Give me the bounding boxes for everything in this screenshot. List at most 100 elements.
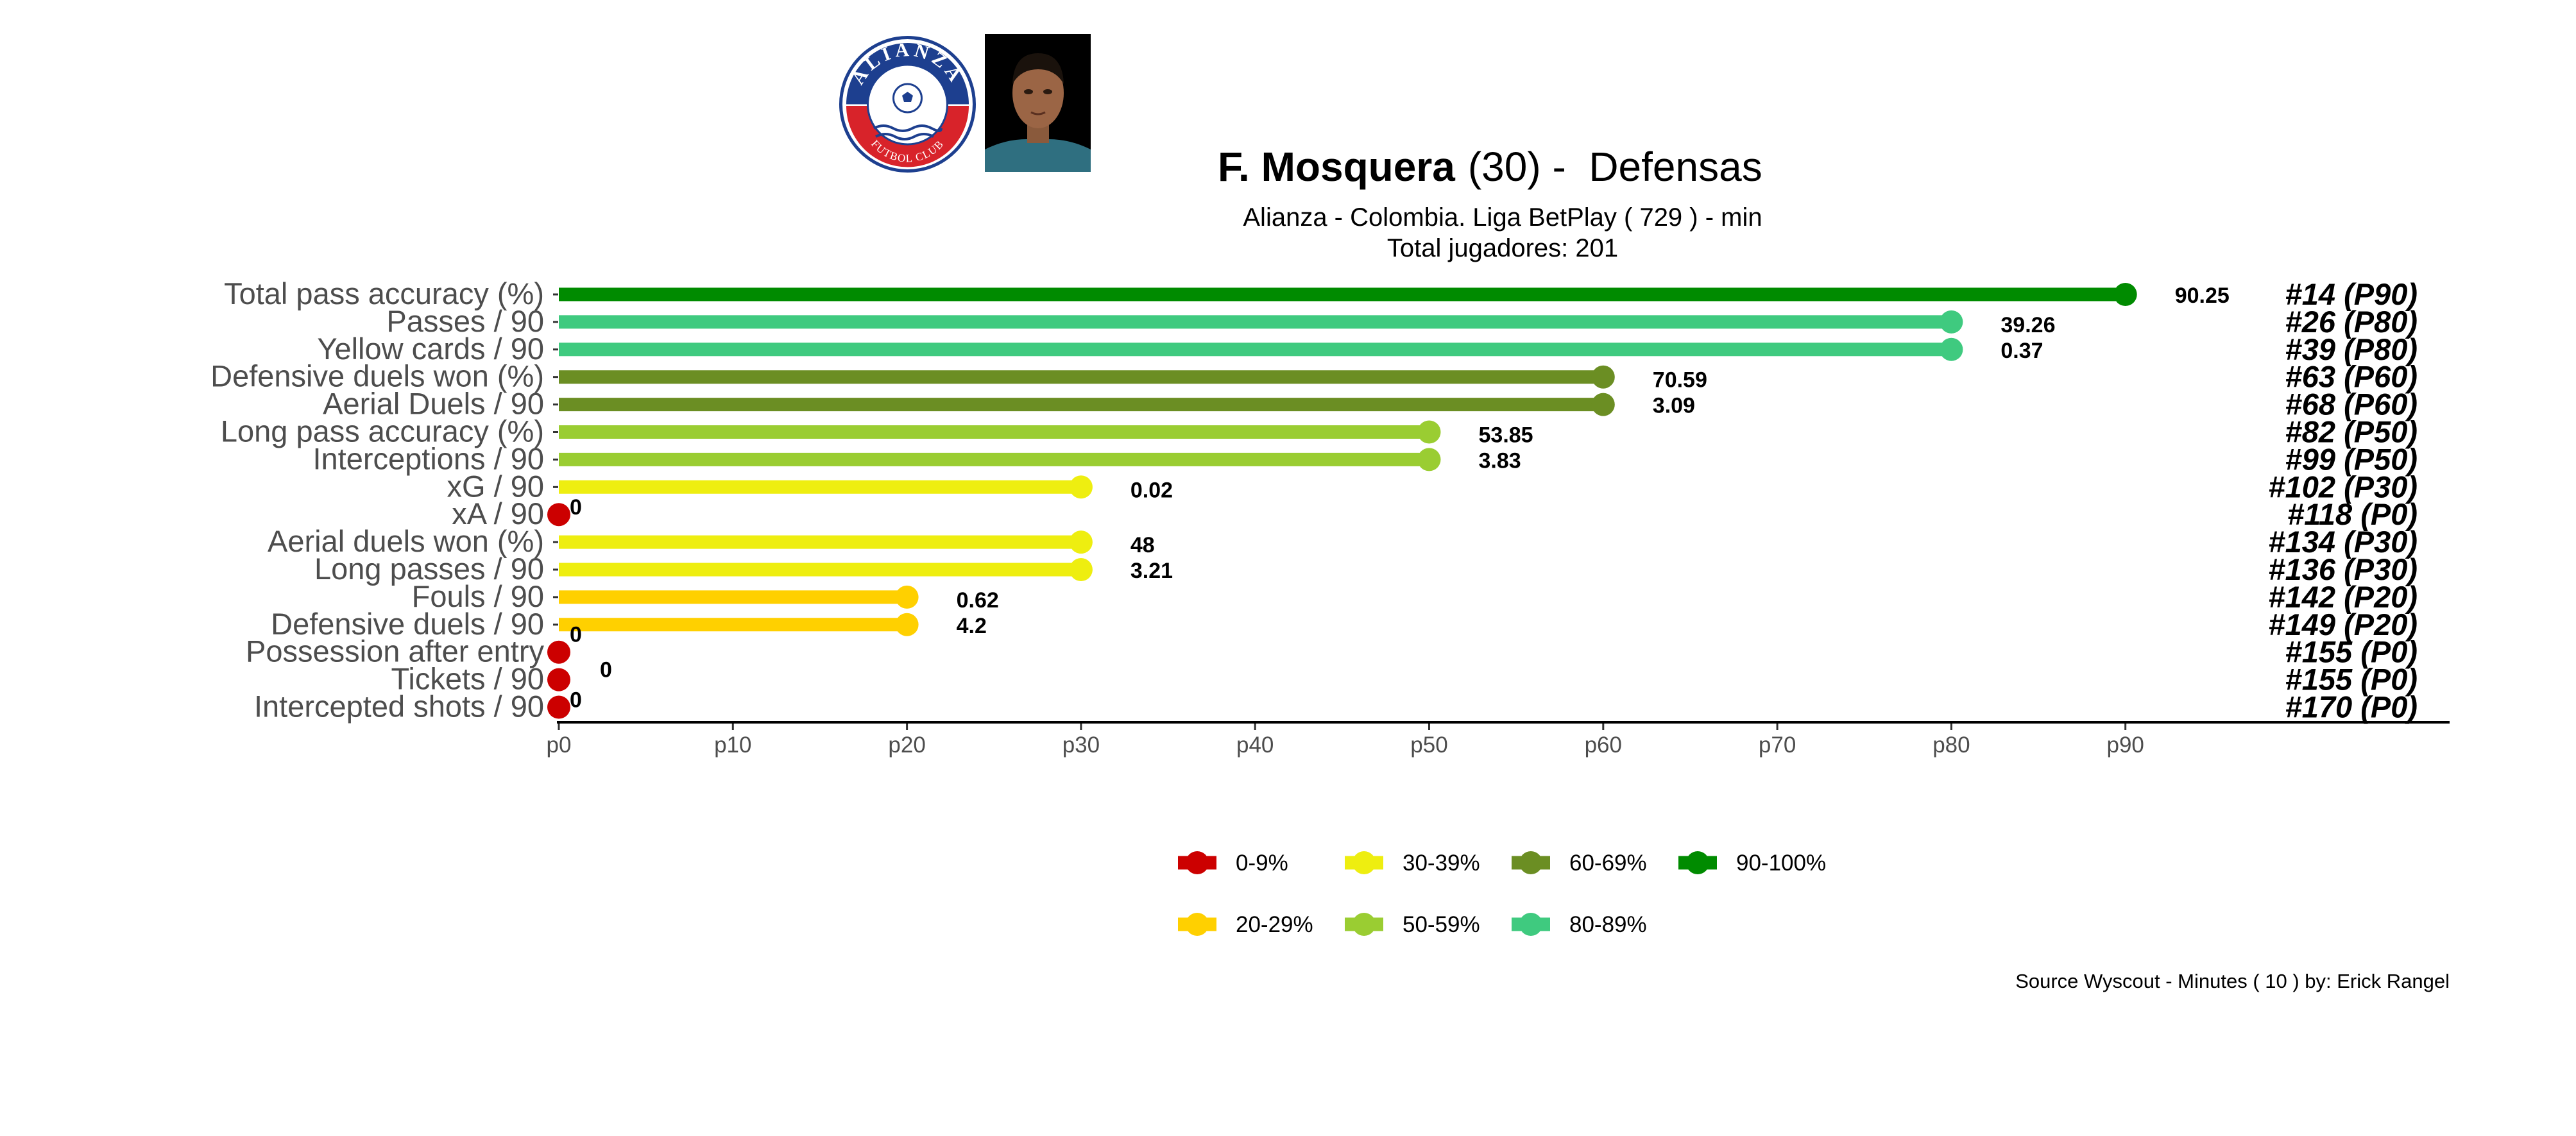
metric-label: Interceptions / 90 (312, 441, 544, 475)
lollipop-dot (547, 695, 570, 719)
lollipop-dot (1069, 475, 1093, 499)
metric-label: Intercepted shots / 90 (254, 690, 544, 724)
metric-label: Total pass accuracy (%) (224, 276, 544, 310)
x-tick-label: p60 (1585, 733, 1622, 758)
chart-title: F. Mosquera (30) - Defensas (1218, 144, 1762, 190)
value-label: 4.2 (957, 614, 987, 638)
x-tick-label: p40 (1236, 733, 1274, 758)
value-label: 3.09 (1653, 394, 1695, 418)
legend-key-dot (1352, 851, 1376, 874)
lollipop-dot (547, 640, 570, 664)
value-label: 53.85 (1479, 423, 1533, 448)
legend-key-dot (1686, 851, 1709, 874)
value-label: 0.02 (1130, 478, 1173, 502)
x-tick-label: p90 (2106, 733, 2144, 758)
x-tick-label: p10 (714, 733, 751, 758)
rank-label: #63 (P60) (2285, 360, 2418, 394)
value-label: 0 (570, 688, 582, 713)
legend-label: 50-59% (1403, 912, 1480, 937)
metric-label: Fouls / 90 (412, 579, 544, 613)
metric-label: Possession after entry (246, 634, 544, 668)
x-tick-label: p80 (1932, 733, 1970, 758)
legend-key-dot (1186, 851, 1209, 874)
legend-label: 90-100% (1736, 851, 1826, 876)
legend-label: 20-29% (1236, 912, 1313, 937)
club-logo: ALIANZA FUTBOL CLUB (839, 35, 977, 173)
title-separator: - (1541, 144, 1589, 190)
legend-label: 30-39% (1403, 851, 1480, 876)
metric-label: xG / 90 (447, 469, 544, 503)
source-caption: Source Wyscout - Minutes ( 10 ) by: Eric… (2015, 970, 2450, 992)
rank-label: #142 (P20) (2268, 580, 2418, 614)
legend-key-dot (1352, 913, 1376, 936)
value-label: 0 (570, 495, 582, 520)
subtitle-line-1: Alianza - Colombia. Liga BetPlay ( 729 )… (1243, 203, 1762, 232)
x-tick-label: p50 (1410, 733, 1447, 758)
value-label: 3.21 (1130, 559, 1173, 583)
metric-label: Long passes / 90 (314, 552, 544, 586)
lollipop-dot (547, 503, 570, 527)
metric-label: Yellow cards / 90 (317, 332, 544, 366)
player-age: (30) (1468, 144, 1541, 190)
lollipop-dot (1417, 448, 1441, 471)
metric-label: Defensive duels won (%) (210, 359, 544, 393)
value-label: 39.26 (2000, 313, 2055, 337)
x-tick-label: p20 (888, 733, 925, 758)
lollipop-dot (1940, 310, 1963, 334)
value-label: 0 (600, 658, 612, 682)
metric-label: Defensive duels / 90 (271, 607, 544, 641)
legend-key-dot (1519, 851, 1542, 874)
lollipop-dot (1069, 530, 1093, 554)
rank-label: #99 (P50) (2285, 442, 2418, 476)
lollipop-dot (1591, 393, 1615, 416)
legend-label: 60-69% (1569, 851, 1647, 876)
rank-label: #155 (P0) (2285, 663, 2418, 697)
x-tick-label: p30 (1062, 733, 1100, 758)
metric-label: xA / 90 (452, 496, 544, 530)
rank-label: #68 (P60) (2285, 387, 2418, 421)
value-label: 90.25 (2175, 284, 2230, 308)
rank-label: #149 (P20) (2268, 607, 2418, 641)
x-axis-ticks: p0 p10 p20 p30 p40 p50 p60 p70 p80 p90 (547, 724, 2144, 758)
value-label: 3.83 (1479, 448, 1521, 473)
metric-label: Aerial Duels / 90 (323, 387, 544, 421)
lollipop-dot (2113, 283, 2137, 306)
lollipop-dot (895, 613, 919, 636)
value-label: 0 (570, 623, 582, 647)
lollipop-dot (1069, 558, 1093, 581)
metric-label: Passes / 90 (386, 304, 544, 338)
value-label: 0.37 (2000, 339, 2043, 363)
rank-label: #134 (P30) (2268, 525, 2418, 559)
legend-key-dot (1186, 913, 1209, 936)
rank-label: #136 (P30) (2268, 552, 2418, 586)
value-label: 48 (1130, 533, 1155, 557)
rank-label: #155 (P0) (2285, 635, 2418, 669)
x-tick-label: p70 (1759, 733, 1796, 758)
value-label: 0.62 (957, 588, 999, 613)
rank-label: #170 (P0) (2285, 690, 2418, 724)
legend-key-dot (1519, 913, 1542, 936)
metric-label: Long pass accuracy (%) (221, 414, 544, 448)
rank-label: #39 (P80) (2285, 332, 2418, 366)
lollipop-dot (1940, 337, 1963, 361)
player-photo (985, 34, 1091, 172)
lollipop-dot (1417, 420, 1441, 444)
bars-group: Total pass accuracy (%) 90.25 #14 (P90) Pas… (210, 276, 2418, 724)
lollipop-dot (1591, 365, 1615, 389)
rank-label: #82 (P50) (2285, 415, 2418, 449)
legend-label: 80-89% (1569, 912, 1647, 937)
rank-label: #26 (P80) (2285, 305, 2418, 339)
metric-label: Tickets / 90 (391, 662, 544, 696)
rank-label: #102 (P30) (2268, 470, 2418, 504)
player-name: F. Mosquera (1218, 144, 1455, 190)
value-label: 70.59 (1653, 368, 1707, 393)
metric-label: Aerial duels won (%) (268, 524, 544, 558)
rank-label: #118 (P0) (2287, 497, 2418, 531)
player-position: Defensas (1589, 144, 1762, 190)
lollipop-dot (547, 668, 570, 691)
legend: 0-9% 30-39% 60-69% 90-100% 20-29% 50-59% 80-89… (1178, 851, 1826, 937)
rank-label: #14 (P90) (2285, 277, 2418, 311)
lollipop-dot (895, 585, 919, 609)
x-tick-label: p0 (547, 733, 572, 758)
